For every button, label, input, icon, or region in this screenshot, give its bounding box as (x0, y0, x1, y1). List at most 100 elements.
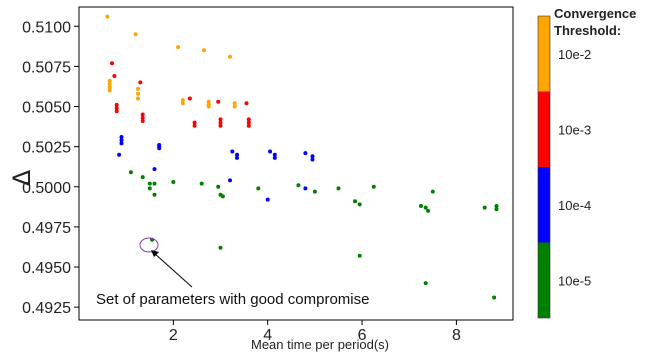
data-point (246, 123, 251, 128)
colorbar-title-line-1: Convergence (554, 6, 636, 21)
data-point (296, 183, 301, 188)
x-axis: 2 4 6 8 (169, 320, 461, 344)
x-tick-label: 6 (358, 327, 367, 344)
x-tick-label: 8 (452, 327, 461, 344)
data-point (133, 32, 138, 37)
data-point (312, 189, 317, 194)
data-point (110, 61, 114, 66)
data-point (176, 45, 181, 50)
data-point (336, 186, 341, 191)
data-point (152, 192, 157, 197)
data-point (310, 154, 315, 159)
data-point (494, 207, 499, 212)
data-point (202, 48, 206, 53)
data-point (136, 91, 140, 96)
colorbar-label: 10e-4 (558, 198, 591, 213)
data-point (218, 117, 223, 122)
data-point (180, 98, 185, 103)
y-tick-label: 0.4975 (22, 220, 71, 237)
data-point (492, 295, 497, 300)
data-point (357, 253, 362, 258)
data-point (272, 152, 277, 157)
data-point (246, 117, 251, 122)
data-point (256, 186, 261, 191)
data-point (218, 120, 223, 125)
data-point (494, 204, 499, 208)
y-tick-label: 0.4925 (22, 300, 71, 317)
data-point (147, 181, 152, 186)
data-point (235, 152, 239, 157)
data-point (353, 199, 357, 204)
data-point (192, 123, 197, 128)
colorbar: Convergence Threshold: 10e-2 10e-3 10e-4 10… (537, 6, 636, 319)
colorbar-label: 10e-5 (558, 273, 591, 288)
data-point (171, 180, 176, 184)
colorbar-label: 10e-3 (558, 122, 591, 137)
data-point (218, 123, 223, 128)
data-point (303, 186, 308, 191)
data-point (147, 186, 152, 191)
data-point (128, 170, 133, 175)
data-point (114, 102, 119, 107)
annotation-arrow-head (151, 250, 159, 257)
data-point (107, 78, 112, 83)
data-point (371, 184, 376, 189)
colorbar-label: 10e-2 (558, 47, 591, 62)
data-point (232, 101, 237, 106)
data-point (180, 101, 185, 106)
data-point (244, 101, 249, 106)
data-point (187, 96, 192, 101)
data-point (303, 151, 308, 156)
data-point (268, 149, 273, 154)
data-point (228, 178, 232, 183)
data-point (119, 135, 124, 139)
data-point (423, 281, 428, 286)
data-point (220, 194, 225, 199)
data-point (112, 74, 117, 78)
data-point (136, 86, 140, 91)
data-point (140, 115, 145, 120)
data-point (426, 208, 431, 213)
data-point (140, 119, 145, 123)
data-point (357, 202, 362, 207)
x-tick-label: 4 (263, 327, 272, 344)
data-point (192, 120, 197, 125)
y-tick-label: 0.5000 (22, 180, 71, 197)
data-point (218, 245, 223, 250)
data-point (114, 109, 119, 114)
data-point (199, 181, 204, 186)
data-point (265, 197, 270, 202)
data-point (114, 106, 119, 111)
colorbar-band (538, 91, 550, 167)
data-point (419, 204, 423, 208)
data-point (152, 181, 157, 186)
x-axis-label: Mean time per period(s) (251, 337, 389, 352)
data-point (228, 54, 232, 59)
data-point (152, 167, 157, 172)
x-tick-label: 2 (169, 327, 178, 344)
data-point (246, 120, 251, 125)
y-tick-label: 0.5100 (22, 19, 71, 36)
colorbar-band (538, 16, 550, 92)
colorbar-outline (537, 15, 551, 319)
colorbar-band (538, 242, 550, 318)
data-point (107, 82, 112, 86)
y-tick-label: 0.4950 (22, 260, 71, 277)
data-point (430, 189, 435, 194)
data-point (310, 157, 315, 162)
data-point (423, 205, 428, 210)
data-point (140, 175, 145, 180)
plot-area (78, 6, 514, 321)
data-point (235, 155, 239, 160)
data-point (140, 112, 145, 117)
data-point (107, 88, 112, 93)
data-point (157, 146, 162, 151)
data-point (232, 104, 237, 109)
colorbar-band (538, 167, 550, 243)
data-point (105, 14, 110, 19)
data-point (119, 138, 124, 143)
data-point (230, 149, 235, 154)
data-point (119, 141, 124, 146)
data-point (216, 99, 221, 104)
